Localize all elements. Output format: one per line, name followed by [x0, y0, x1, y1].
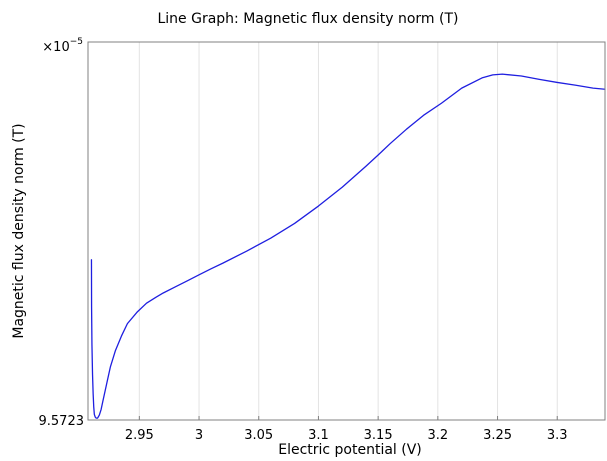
- plot-background: [88, 42, 605, 420]
- y-axis-exponent-power: −5: [70, 37, 83, 47]
- x-tick-label: 2.95: [125, 428, 154, 443]
- x-tick-label: 3.2: [427, 428, 448, 443]
- x-tick-label: 3.3: [547, 428, 568, 443]
- y-axis-label: Magnetic flux density norm (T): [11, 123, 27, 338]
- x-axis-ticks: [138, 416, 558, 420]
- y-axis-exponent-base: ×10: [42, 40, 69, 55]
- x-tick-label: 3.25: [483, 428, 512, 443]
- x-tick-label: 3: [195, 428, 203, 443]
- series-layer: [90, 73, 606, 419]
- y-axis-bottom-tick-label: 9.5723: [39, 414, 85, 429]
- chart-title: Line Graph: Magnetic flux density norm (…: [157, 11, 458, 27]
- x-tick-label: 3.05: [244, 428, 273, 443]
- plot-frame: [87, 41, 606, 421]
- y-axis-exponent: ×10−5: [42, 37, 83, 55]
- x-axis-label: Electric potential (V): [278, 442, 422, 458]
- x-tick-label: 3.1: [308, 428, 329, 443]
- x-tick-label: 3.15: [364, 428, 393, 443]
- x-axis-tick-labels: 2.95 3 3.05 3.1 3.15 3.2 3.25 3.3: [125, 428, 568, 443]
- series-line-0: [90, 73, 606, 419]
